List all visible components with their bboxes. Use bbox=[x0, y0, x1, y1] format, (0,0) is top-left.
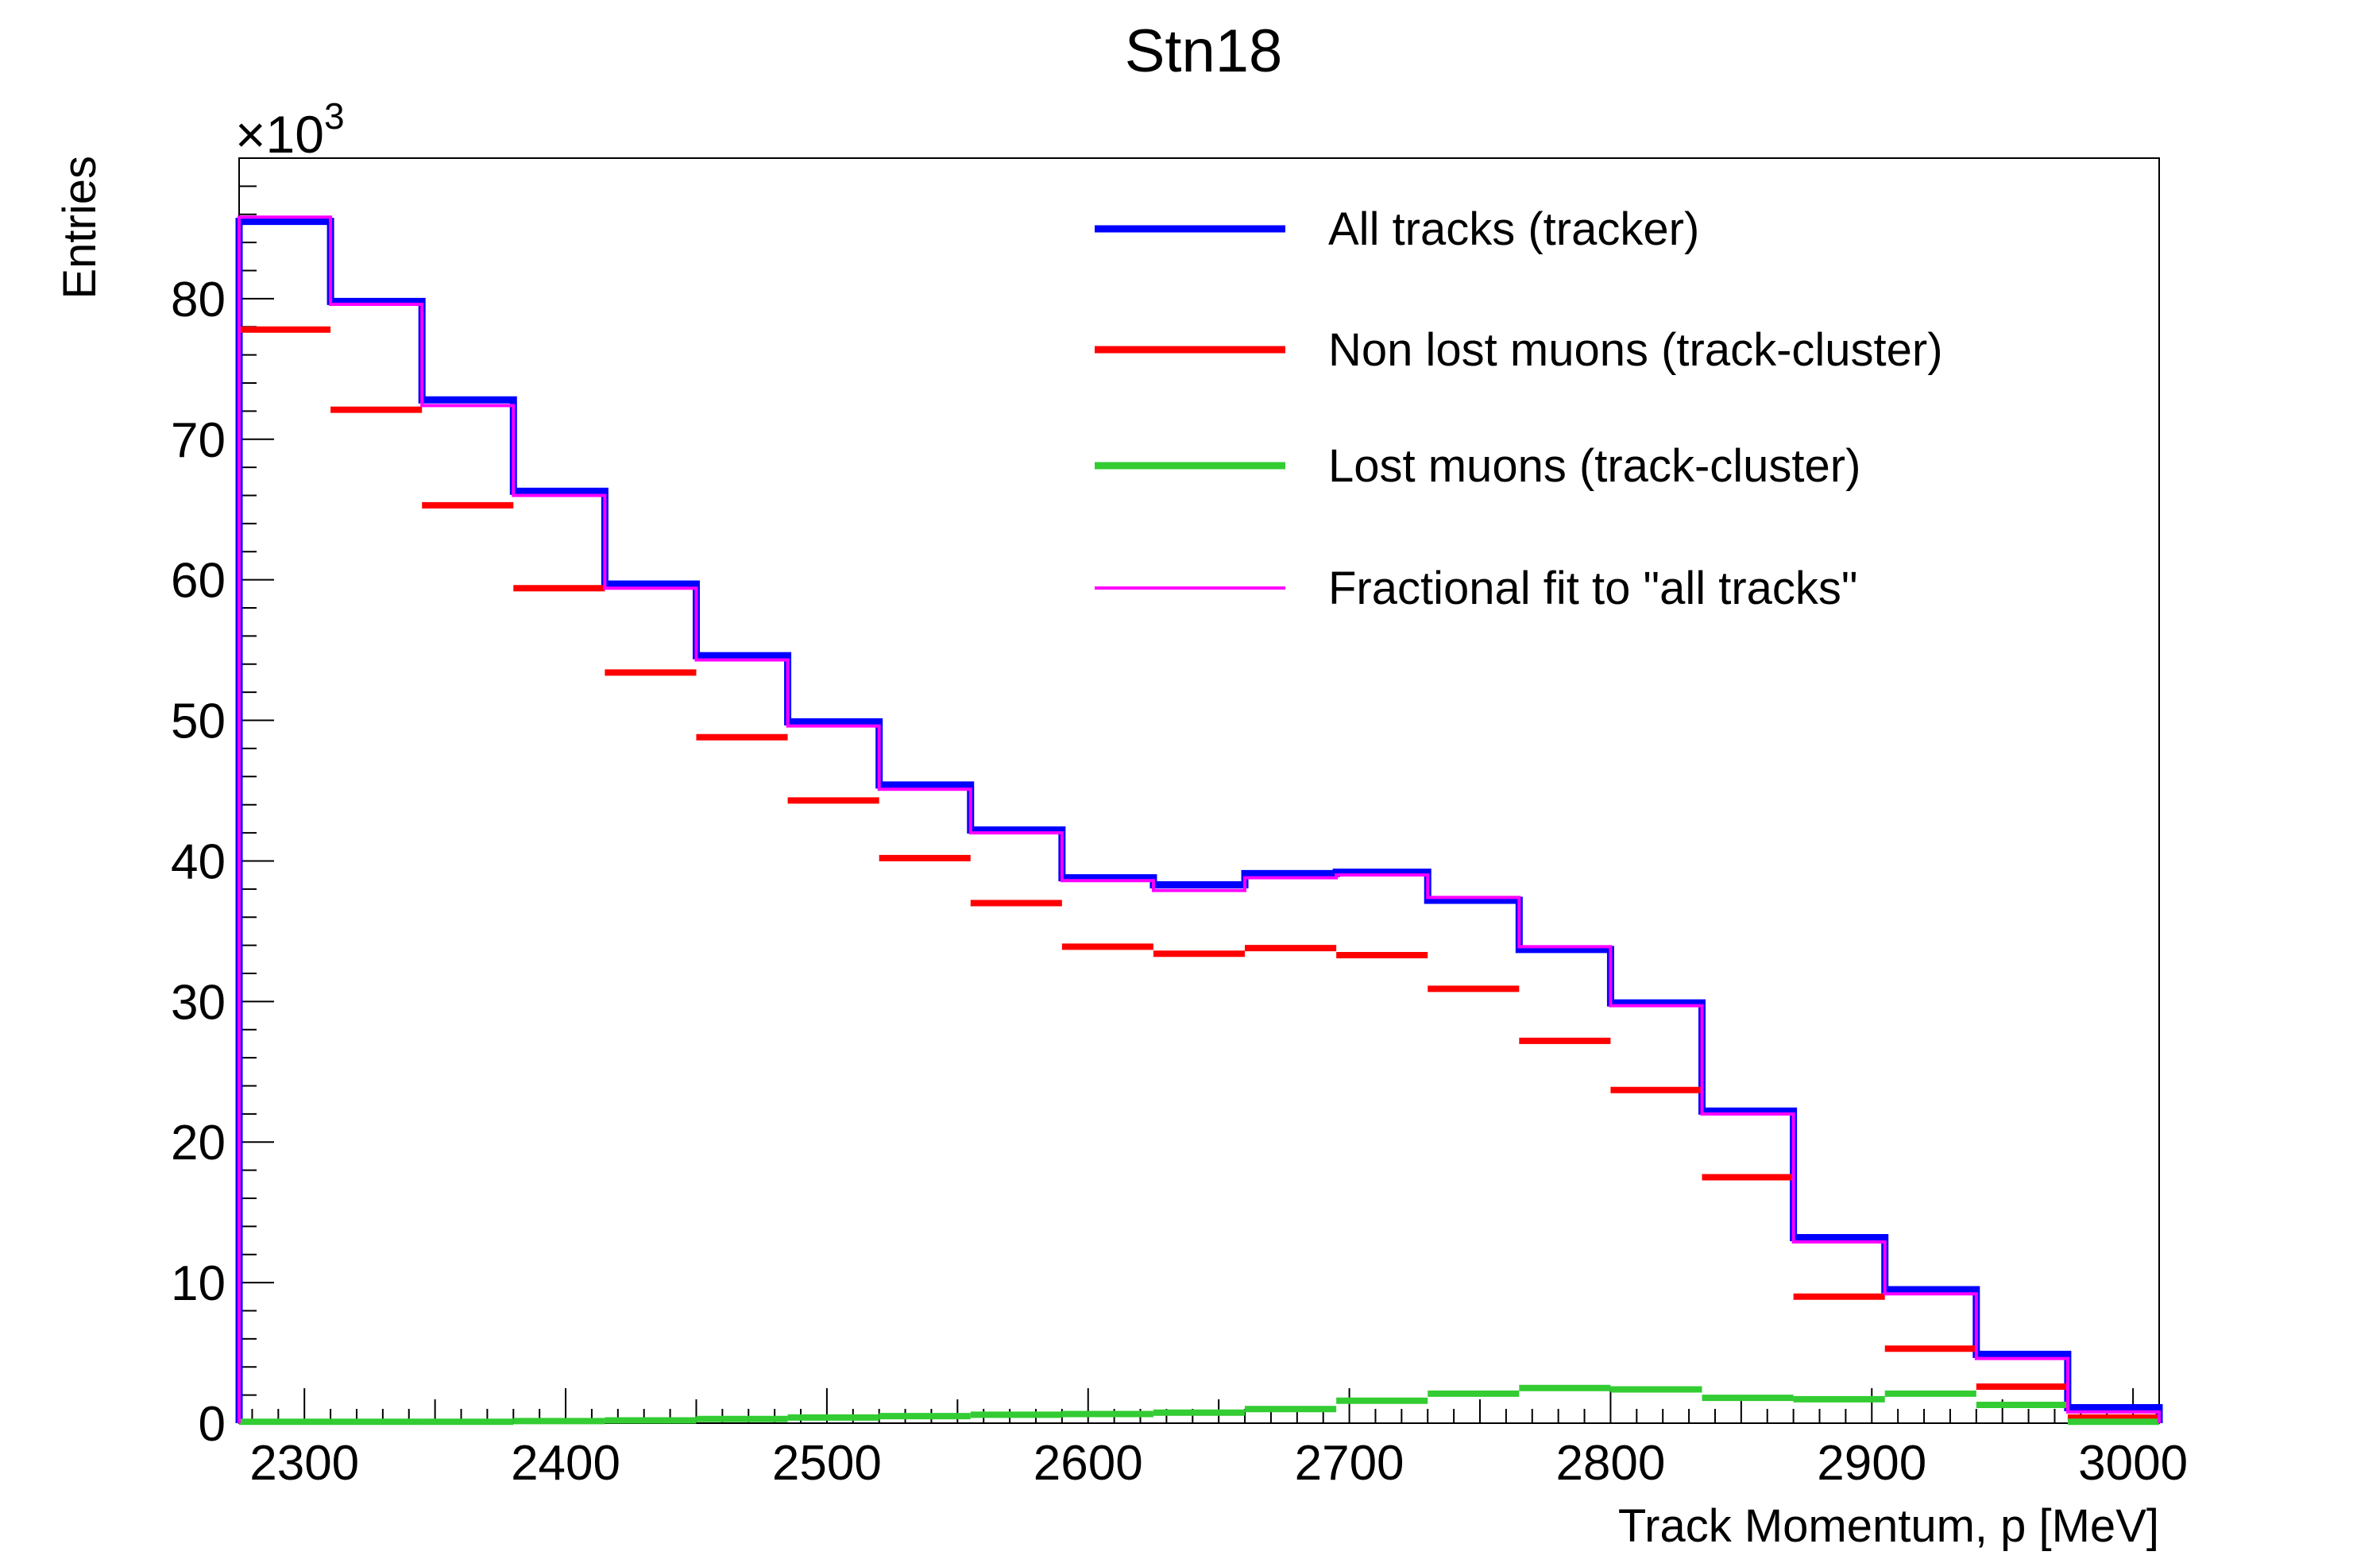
x-axis: 2300 2400 2500 2600 2700 2800 2900 3000 bbox=[249, 1388, 2188, 1491]
y-axis: 0 10 20 30 40 50 60 70 80 bbox=[171, 157, 274, 1452]
x-tick-label: 2700 bbox=[1295, 1436, 1404, 1491]
x-tick-label: 2900 bbox=[1817, 1436, 1926, 1491]
y-tick-label: 50 bbox=[171, 695, 226, 749]
svg-text:×103: ×103 bbox=[235, 95, 345, 164]
y-multiplier: ×103 bbox=[235, 95, 345, 164]
series-line bbox=[238, 215, 2161, 1423]
series-line bbox=[235, 218, 2163, 1423]
series-1 bbox=[239, 326, 2159, 1421]
x-tick-label: 2400 bbox=[511, 1436, 620, 1491]
legend: All tracks (tracker) Non lost muons (trac… bbox=[1095, 203, 1943, 614]
x-tick-label: 2800 bbox=[1555, 1436, 1665, 1491]
x-tick-label: 3000 bbox=[2078, 1436, 2188, 1491]
y-tick-label: 40 bbox=[171, 834, 226, 889]
y-tick-label: 70 bbox=[171, 413, 226, 468]
series-3 bbox=[238, 215, 2161, 1423]
y-multiplier-base: ×10 bbox=[235, 105, 324, 164]
x-tick-label: 2300 bbox=[249, 1436, 359, 1491]
series-layer bbox=[235, 215, 2163, 1426]
series-2 bbox=[239, 1384, 2159, 1426]
y-multiplier-exponent: 3 bbox=[324, 95, 345, 137]
x-tick-label: 2500 bbox=[772, 1436, 882, 1491]
chart-title: Stn18 bbox=[1125, 17, 1283, 85]
legend-label: All tracks (tracker) bbox=[1328, 203, 1699, 255]
y-tick-label: 80 bbox=[171, 273, 226, 327]
y-tick-label: 30 bbox=[171, 975, 226, 1030]
legend-label: Fractional fit to "all tracks" bbox=[1328, 563, 1858, 614]
x-tick-label: 2600 bbox=[1034, 1436, 1143, 1491]
y-axis-label: Entries bbox=[54, 156, 106, 300]
y-tick-label: 60 bbox=[171, 554, 226, 609]
y-tick-label: 0 bbox=[199, 1397, 226, 1452]
y-tick-label: 20 bbox=[171, 1116, 226, 1170]
y-tick-label: 10 bbox=[171, 1256, 226, 1311]
x-axis-label: Track Momentum, p [MeV] bbox=[1618, 1500, 2159, 1552]
legend-label: Lost muons (track-cluster) bbox=[1328, 440, 1860, 492]
legend-label: Non lost muons (track-cluster) bbox=[1328, 324, 1943, 376]
series-0 bbox=[235, 218, 2163, 1423]
